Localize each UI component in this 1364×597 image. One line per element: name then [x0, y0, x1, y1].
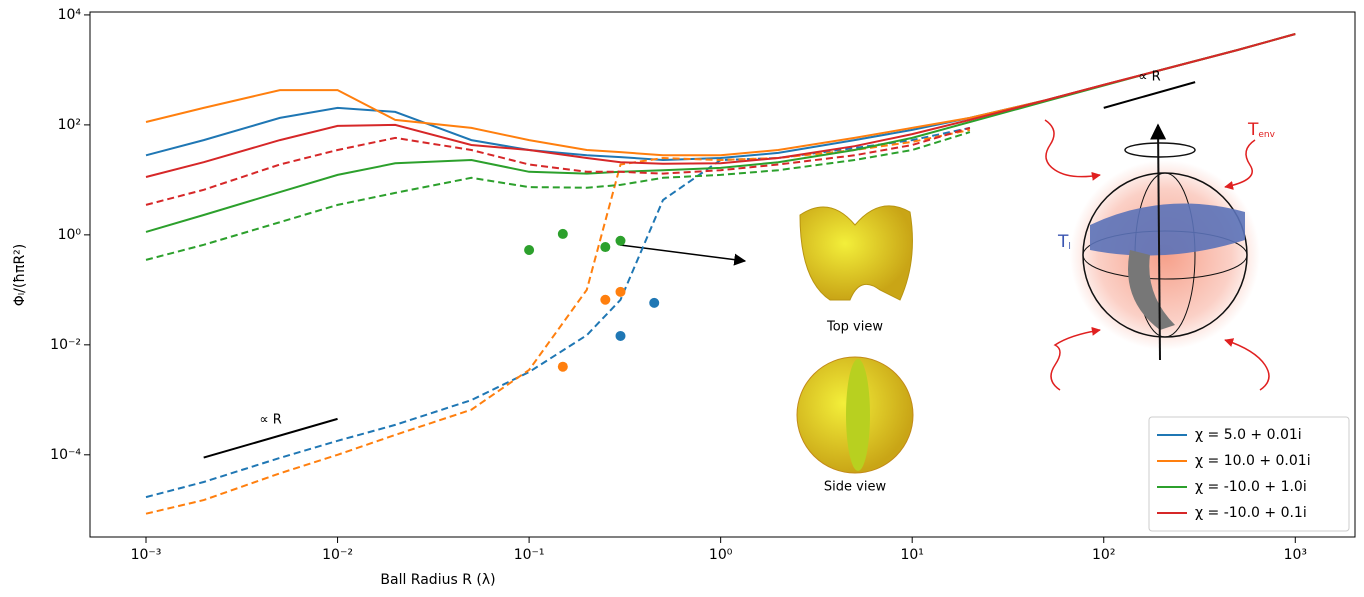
- scatter-point: [558, 362, 568, 372]
- t-env-subscript: env: [1258, 130, 1275, 140]
- x-axis-label: Ball Radius R (λ): [380, 572, 495, 588]
- x-tick-label: 10¹: [900, 547, 923, 563]
- chart: Top view Side view Tenv Tl Ball Radius R…: [0, 0, 1364, 593]
- x-tick-label: 10²: [1092, 547, 1115, 563]
- line: [146, 34, 1295, 160]
- scatter-point: [524, 245, 534, 255]
- scatter-point: [615, 331, 625, 341]
- scatter-point: [649, 298, 659, 308]
- x-tick-label: 10⁻¹: [514, 547, 545, 563]
- top-view-label: Top view: [826, 320, 883, 335]
- reference-slope: [1104, 82, 1195, 108]
- annotation: ∝ R: [1138, 69, 1160, 84]
- scatter-point: [615, 287, 625, 297]
- scatter-point: [600, 295, 610, 305]
- scatter-point: [615, 236, 625, 246]
- t-l-symbol: T: [1057, 232, 1069, 252]
- scatter-point: [600, 242, 610, 252]
- y-tick-label: 10⁰: [58, 227, 82, 243]
- rotation-arrow: [1125, 143, 1195, 157]
- t-l-label: Tl: [1057, 232, 1071, 252]
- t-l-subscript: l: [1068, 242, 1071, 252]
- legend-label: χ = -10.0 + 1.0i: [1195, 479, 1307, 495]
- side-view-band: [846, 359, 870, 471]
- y-tick-label: 10⁴: [58, 7, 82, 23]
- top-view-ball: [800, 206, 912, 300]
- legend-label: χ = 10.0 + 0.01i: [1195, 453, 1311, 469]
- line: [146, 34, 1295, 155]
- scatter-point: [558, 229, 568, 239]
- side-view-label: Side view: [824, 480, 887, 495]
- x-tick-label: 10⁻²: [322, 547, 353, 563]
- radiation-arrow: [1051, 330, 1100, 390]
- t-env-label: Tenv: [1247, 120, 1276, 140]
- legend-label: χ = 5.0 + 0.01i: [1195, 427, 1302, 443]
- radiation-arrow: [1225, 340, 1269, 390]
- y-tick-label: 10²: [58, 117, 81, 133]
- legend-label: χ = -10.0 + 0.1i: [1195, 505, 1307, 521]
- t-env-symbol: T: [1247, 120, 1259, 140]
- x-tick-label: 10⁰: [709, 547, 733, 563]
- y-tick-label: 10⁻⁴: [50, 447, 81, 463]
- x-tick-label: 10³: [1284, 547, 1307, 563]
- y-tick-label: 10⁻²: [50, 337, 81, 353]
- x-tick-label: 10⁻³: [131, 547, 162, 563]
- radiation-arrow: [1225, 140, 1255, 187]
- radiation-arrow: [1045, 120, 1100, 177]
- y-axis-label: Φₗ/(ħπR²): [12, 244, 28, 306]
- annotation: ∝ R: [259, 413, 281, 428]
